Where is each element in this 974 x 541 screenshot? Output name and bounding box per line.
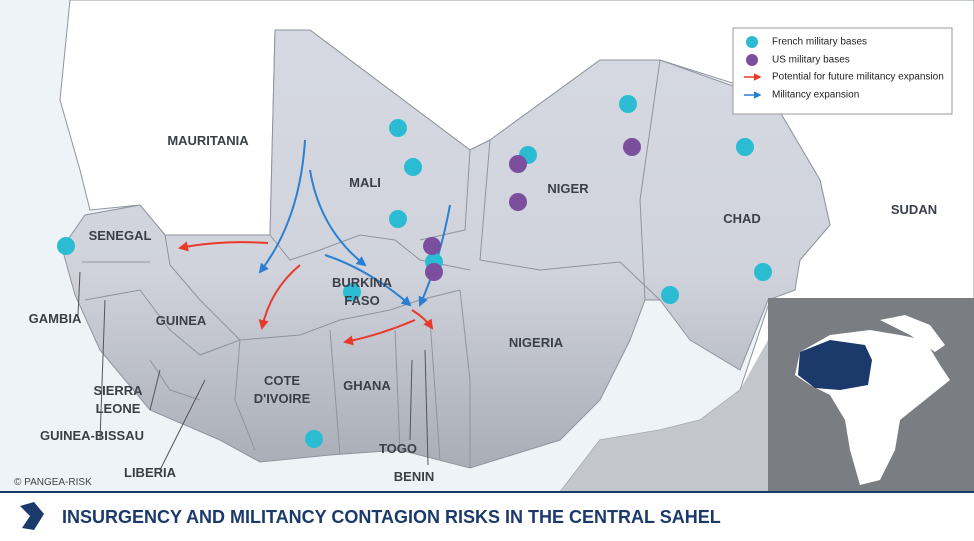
country-label: BURKINA FASO — [332, 275, 393, 308]
country-label: MALI — [349, 175, 381, 190]
legend-swatch — [746, 36, 758, 48]
country-label-line: SUDAN — [891, 202, 937, 217]
logo — [20, 502, 44, 530]
french-base — [661, 286, 679, 304]
us-base — [623, 138, 641, 156]
country-label-line: FASO — [344, 293, 379, 308]
us-base — [423, 237, 441, 255]
country-label-line: BURKINA — [332, 275, 393, 290]
country-label: NIGERIA — [509, 335, 564, 350]
militancy-arrow — [324, 254, 412, 307]
legend-swatch — [746, 54, 758, 66]
expansion-arrow — [258, 264, 301, 330]
country-label: MAURITANIA — [167, 133, 249, 148]
legend-label: Potential for future militancy expansion — [772, 72, 944, 83]
country-label-line: NIGERIA — [509, 335, 564, 350]
page-title: INSURGENCY AND MILITANCY CONTAGION RISKS… — [62, 507, 721, 527]
sahel-region — [61, 29, 831, 469]
country-label-line: BENIN — [394, 469, 434, 484]
country-label-line: COTE — [264, 373, 300, 388]
country-label: GUINEA-BISSAU — [40, 428, 144, 443]
french-base — [305, 430, 323, 448]
militancy-arrow — [258, 139, 306, 274]
french-base — [389, 119, 407, 137]
country-label-line: TOGO — [379, 441, 417, 456]
french-base — [736, 138, 754, 156]
country-label-line: LEONE — [96, 401, 141, 416]
inset-sahel — [798, 340, 872, 390]
expansion-arrow — [178, 241, 269, 252]
country-label: NIGER — [547, 181, 589, 196]
french-base — [619, 95, 637, 113]
militancy-arrow — [309, 169, 367, 267]
us-base — [509, 155, 527, 173]
country-borders — [82, 59, 661, 468]
country-label: GAMBIA — [29, 311, 82, 326]
country-label: SIERRA LEONE — [93, 383, 143, 416]
country-label-line: GUINEA — [156, 313, 207, 328]
country-label: LIBERIA — [124, 465, 177, 480]
country-label-line: LIBERIA — [124, 465, 177, 480]
legend-label: Militancy expansion — [772, 90, 859, 101]
copyright: © PANGEA-RISK — [14, 477, 92, 488]
country-label: CHAD — [723, 211, 761, 226]
expansion-arrow — [343, 319, 416, 346]
country-label: TOGO — [379, 441, 417, 456]
country-label: GHANA — [343, 378, 391, 393]
country-label-line: MALI — [349, 175, 381, 190]
legend-box — [732, 27, 953, 115]
french-base — [57, 237, 75, 255]
french-base — [404, 158, 422, 176]
country-label: SENEGAL — [89, 228, 152, 243]
us-base — [509, 193, 527, 211]
country-label: SUDAN — [891, 202, 937, 217]
country-label-line: SENEGAL — [89, 228, 152, 243]
country-label: COTE D'IVOIRE — [254, 373, 311, 406]
country-label: GUINEA — [156, 313, 207, 328]
central-africa — [560, 340, 768, 492]
french-base — [343, 283, 361, 301]
french-base — [754, 263, 772, 281]
country-label-line: MAURITANIA — [167, 133, 249, 148]
country-label-line: SIERRA — [93, 383, 143, 398]
country-label-line: D'IVOIRE — [254, 391, 311, 406]
leader-lines — [77, 271, 429, 471]
legend-label: French military bases — [772, 37, 867, 48]
country-label-line: CHAD — [723, 211, 761, 226]
french-base — [389, 210, 407, 228]
country-label-line: GHANA — [343, 378, 391, 393]
country-label-line: GAMBIA — [29, 311, 82, 326]
legend-label: US military bases — [772, 55, 850, 66]
expansion-arrow — [411, 309, 434, 330]
inset-arabia — [880, 315, 945, 352]
country-label-line: NIGER — [547, 181, 589, 196]
country-label-line: GUINEA-BISSAU — [40, 428, 144, 443]
us-base — [425, 263, 443, 281]
country-label: BENIN — [394, 469, 434, 484]
